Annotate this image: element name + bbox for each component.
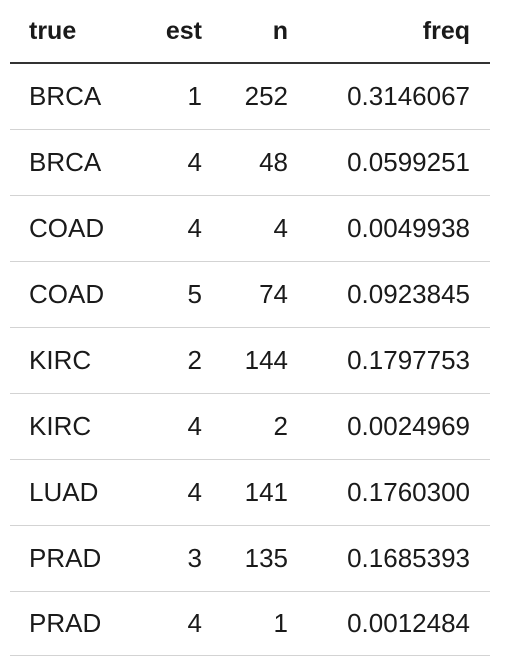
- cell-freq: 0.1797753: [294, 327, 490, 394]
- cell-n: 252: [202, 63, 294, 130]
- column-header-true: true: [10, 0, 120, 64]
- cell-n: 74: [202, 261, 294, 328]
- table-row: PRAD 3 135 0.1685393: [10, 525, 490, 592]
- cell-freq: 0.1760300: [294, 459, 490, 526]
- cell-true: COAD: [10, 195, 120, 262]
- cell-freq: 0.0024969: [294, 393, 490, 460]
- table-row: COAD 4 4 0.0049938: [10, 195, 490, 262]
- cell-n: 1: [202, 591, 294, 656]
- cell-n: 141: [202, 459, 294, 526]
- cell-true: KIRC: [10, 327, 120, 394]
- cell-true: LUAD: [10, 459, 120, 526]
- cell-n: 2: [202, 393, 294, 460]
- cell-freq: 0.3146067: [294, 63, 490, 130]
- cell-est: 2: [120, 327, 202, 394]
- cell-n: 48: [202, 129, 294, 196]
- cell-true: BRCA: [10, 129, 120, 196]
- cell-n: 135: [202, 525, 294, 592]
- header-row: true est n freq: [10, 0, 490, 64]
- table-row: COAD 5 74 0.0923845: [10, 261, 490, 328]
- cell-freq: 0.0049938: [294, 195, 490, 262]
- table-header: true est n freq: [10, 0, 490, 64]
- cell-freq: 0.0923845: [294, 261, 490, 328]
- cell-est: 4: [120, 129, 202, 196]
- table-row: KIRC 4 2 0.0024969: [10, 393, 490, 460]
- cell-true: KIRC: [10, 393, 120, 460]
- table-row: KIRC 2 144 0.1797753: [10, 327, 490, 394]
- cell-true: PRAD: [10, 591, 120, 656]
- table-row: LUAD 4 141 0.1760300: [10, 459, 490, 526]
- cell-true: BRCA: [10, 63, 120, 130]
- cell-freq: 0.0599251: [294, 129, 490, 196]
- table-row: BRCA 4 48 0.0599251: [10, 129, 490, 196]
- cell-est: 5: [120, 261, 202, 328]
- table-row: BRCA 1 252 0.3146067: [10, 63, 490, 130]
- column-header-n: n: [202, 0, 294, 64]
- cell-est: 4: [120, 393, 202, 460]
- cell-est: 4: [120, 459, 202, 526]
- cell-est: 3: [120, 525, 202, 592]
- table-body: BRCA 1 252 0.3146067 BRCA 4 48 0.0599251…: [10, 63, 490, 656]
- cell-true: COAD: [10, 261, 120, 328]
- data-table-container: true est n freq BRCA 1 252 0.3146067 BRC…: [10, 0, 490, 656]
- cell-true: PRAD: [10, 525, 120, 592]
- column-header-est: est: [120, 0, 202, 64]
- cell-n: 144: [202, 327, 294, 394]
- column-header-freq: freq: [294, 0, 490, 64]
- cell-freq: 0.0012484: [294, 591, 490, 656]
- cell-est: 4: [120, 195, 202, 262]
- cell-freq: 0.1685393: [294, 525, 490, 592]
- cell-n: 4: [202, 195, 294, 262]
- cell-est: 1: [120, 63, 202, 130]
- cell-est: 4: [120, 591, 202, 656]
- table-row: PRAD 4 1 0.0012484: [10, 591, 490, 656]
- data-table: true est n freq BRCA 1 252 0.3146067 BRC…: [10, 0, 490, 656]
